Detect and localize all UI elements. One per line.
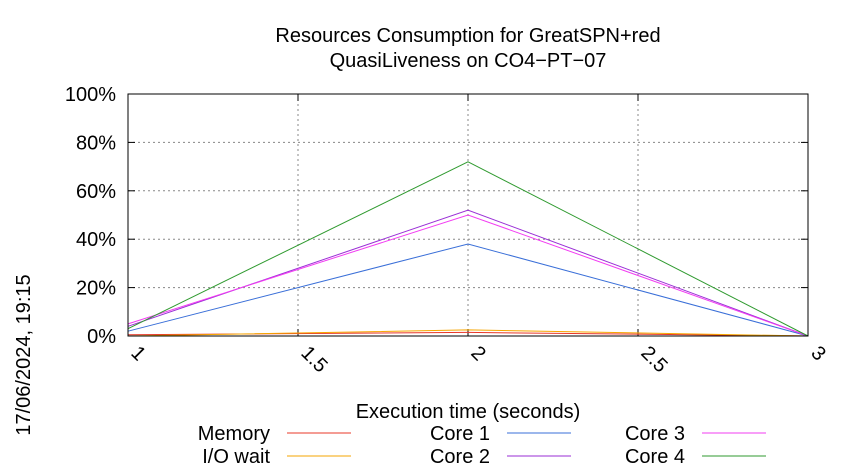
x-tick-label: 3 (806, 342, 829, 365)
y-tick-label: 100% (65, 84, 116, 106)
series-line-core-3 (127, 214, 809, 337)
legend-label: Core 3 (625, 423, 685, 445)
y-tick-label: 80% (76, 132, 116, 154)
legend-item: Core 1 (430, 423, 571, 445)
legend-item: Memory (198, 423, 351, 445)
x-tick-label: 2 (466, 342, 489, 365)
x-tick-label: 2.5 (636, 342, 671, 377)
x-tick-label: 1 (126, 342, 149, 365)
legend-item: Core 4 (625, 446, 766, 468)
legend-item: Core 3 (625, 423, 766, 445)
y-tick-label: 60% (76, 181, 116, 203)
legend-label: Core 4 (625, 446, 685, 468)
y-axis-ticks: 0% 20% 40% 60% 80% 100% (65, 84, 808, 348)
legend-label: Core 2 (430, 446, 490, 468)
x-axis-label: Execution time (seconds) (356, 401, 581, 423)
y-tick-label: 20% (76, 278, 116, 300)
chart-title-line1: Resources Consumption for GreatSPN+red (275, 25, 660, 47)
plot-frame (127, 93, 809, 337)
legend-item: Core 2 (430, 446, 571, 468)
y-tick-label: 40% (76, 229, 116, 251)
chart-title-line2: QuasiLiveness on CO4−PT−07 (330, 50, 607, 72)
legend-item: I/O wait (202, 446, 351, 468)
series-lines (127, 161, 809, 337)
legend-label: Core 1 (430, 423, 490, 445)
grid (128, 94, 808, 336)
timestamp: 17/06/2024, 19:15 (13, 274, 35, 435)
x-tick-label: 1.5 (296, 342, 331, 377)
y-tick-label: 0% (87, 326, 116, 348)
legend-label: Memory (198, 423, 270, 445)
series-line-i-o-wait (127, 329, 809, 337)
series-line-core-1 (127, 243, 809, 337)
series-line-core-4 (127, 161, 809, 337)
legend-label: I/O wait (202, 446, 270, 468)
